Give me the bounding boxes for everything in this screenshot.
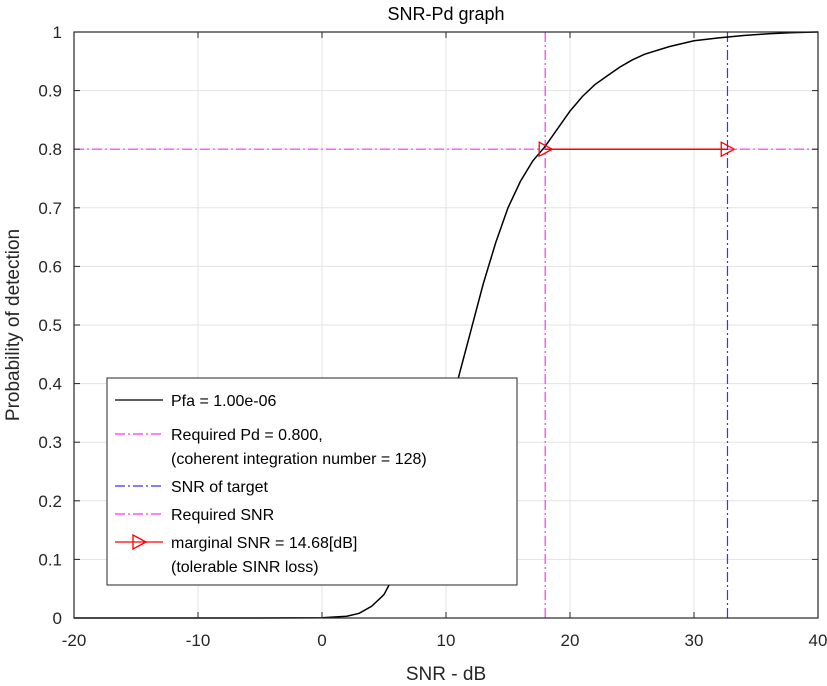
legend-label-required-pd: Required Pd = 0.800, bbox=[171, 427, 323, 444]
y-tick-label: 0.4 bbox=[38, 375, 62, 394]
ticks: -20 -10 0 10 20 30 40 0 0.1 0.2 0.3 0.4 0.5 0.6 0.7 0.8… bbox=[38, 23, 827, 650]
y-axis-label: Probability of detection bbox=[3, 229, 24, 421]
x-tick-label: 30 bbox=[685, 631, 704, 650]
x-tick-label: 10 bbox=[437, 631, 456, 650]
x-tick-label: -10 bbox=[186, 631, 211, 650]
x-tick-label: -20 bbox=[62, 631, 87, 650]
legend-label-marginal-snr-line2: (tolerable SINR loss) bbox=[171, 559, 319, 576]
marginal-snr-marker bbox=[538, 141, 554, 158]
y-tick-label: 0.8 bbox=[38, 140, 62, 159]
legend-label-required-snr: Required SNR bbox=[171, 507, 274, 524]
y-tick-label: 0.6 bbox=[38, 257, 62, 276]
legend-label-marginal-snr: marginal SNR = 14.68[dB] bbox=[171, 535, 357, 552]
y-tick-label: 0.1 bbox=[38, 550, 62, 569]
y-tick-label: 1 bbox=[53, 23, 62, 42]
legend-label-required-pd-line2: (coherent integration number = 128) bbox=[171, 451, 427, 468]
legend: Pfa = 1.00e-06 Required Pd = 0.800, (coh… bbox=[106, 377, 518, 586]
curve-layer bbox=[74, 31, 819, 619]
y-tick-label: 0 bbox=[53, 609, 62, 628]
legend-box bbox=[106, 377, 518, 586]
y-tick-label: 0.3 bbox=[38, 433, 62, 452]
marginal-snr-layer bbox=[538, 141, 736, 158]
y-tick-label: 0.7 bbox=[38, 199, 62, 218]
legend-marker-triangle-icon bbox=[132, 533, 148, 551]
pd-curve-line bbox=[74, 31, 819, 619]
chart-title: SNR-Pd graph bbox=[387, 4, 504, 24]
legend-label-snr-target: SNR of target bbox=[171, 479, 268, 496]
x-axis-label: SNR - dB bbox=[406, 664, 486, 685]
y-tick-label: 0.2 bbox=[38, 492, 62, 511]
y-tick-label: 0.5 bbox=[38, 316, 62, 335]
x-tick-label: 20 bbox=[561, 631, 580, 650]
y-tick-label: 0.9 bbox=[38, 82, 62, 101]
x-tick-label: 0 bbox=[317, 631, 326, 650]
x-tick-label: 40 bbox=[809, 631, 827, 650]
marginal-snr-marker bbox=[720, 141, 736, 158]
legend-label-pfa: Pfa = 1.00e-06 bbox=[171, 393, 277, 410]
